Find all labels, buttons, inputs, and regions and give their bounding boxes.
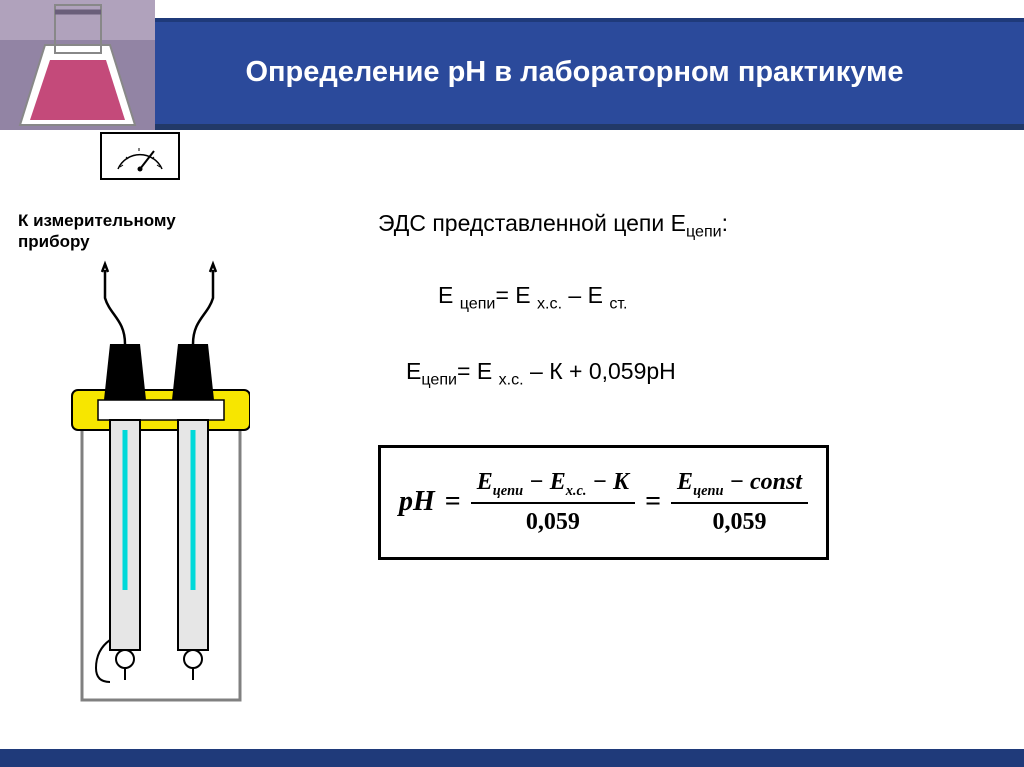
text-column: ЭДС представленной цепи Ецепи: Е цепи= Е… xyxy=(378,210,984,560)
device-label-l1: К измерительному xyxy=(18,211,176,230)
ph-formula: pH = Eцепи − Eх.с. − K 0,059 = Eцепи − c… xyxy=(399,468,808,537)
fraction-1: Eцепи − Eх.с. − K 0,059 xyxy=(471,468,635,537)
emf-equation-2: Ецепи= Е х.с. – К + 0,059рН xyxy=(406,358,984,390)
gauge-svg xyxy=(110,139,170,173)
gauge-icon xyxy=(100,132,180,180)
fraction-2: Eцепи − const 0,059 xyxy=(671,468,808,537)
ph-formula-box: pH = Eцепи − Eх.с. − K 0,059 = Eцепи − c… xyxy=(378,445,829,560)
emf-equation-1: Е цепи= Е х.с. – Е ст. xyxy=(438,282,984,314)
bottom-strip xyxy=(0,749,1024,767)
flask-photo xyxy=(0,0,155,130)
flask-illustration xyxy=(0,0,155,130)
slide-title: Определение рН в лабораторном практикуме xyxy=(245,54,903,92)
header-bar: Определение рН в лабораторном практикуме xyxy=(155,22,1024,130)
device-label: К измерительному прибору xyxy=(18,210,228,253)
rig-svg xyxy=(70,260,250,710)
device-label-l2: прибору xyxy=(18,232,90,251)
emf-intro: ЭДС представленной цепи Ецепи: xyxy=(378,210,984,242)
electrode-rig xyxy=(70,260,250,705)
